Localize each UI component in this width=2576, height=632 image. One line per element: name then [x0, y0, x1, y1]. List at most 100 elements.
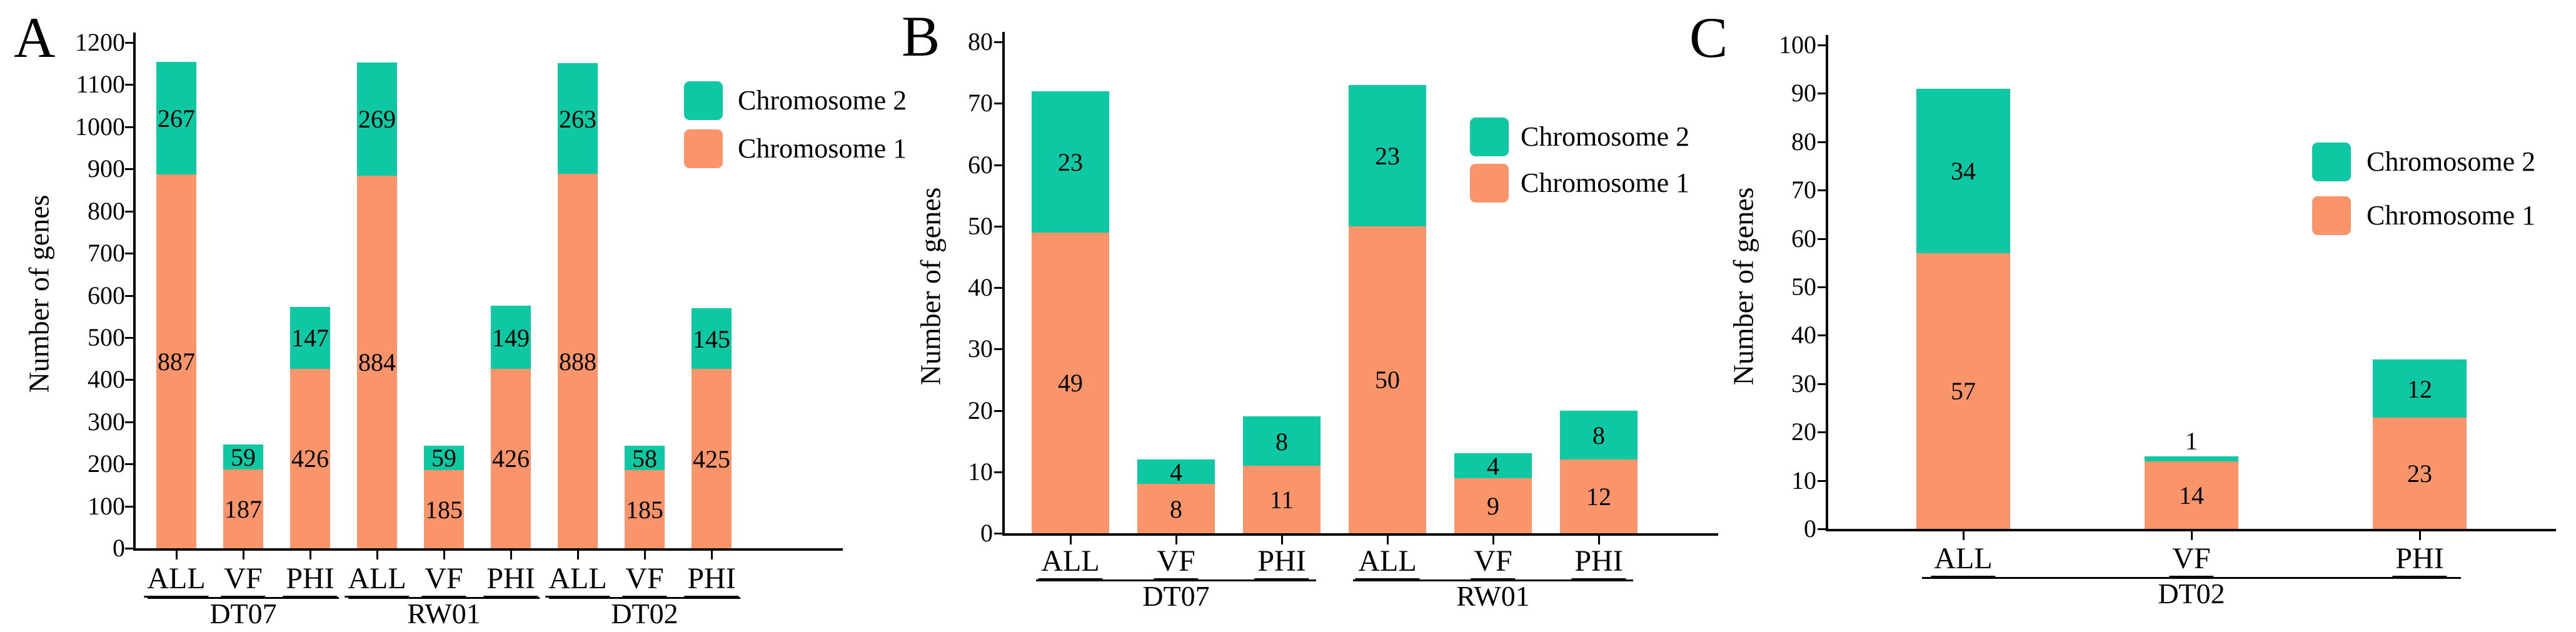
bar-value-chromosome2: 59 [231, 443, 256, 472]
panel-label-a: A [14, 6, 56, 69]
bar-segment-chromosome2 [1032, 91, 1109, 233]
x-axis-line [1826, 529, 2556, 531]
bar-value-chromosome1: 12 [1586, 483, 1611, 511]
bar-value-chromosome1: 887 [158, 348, 195, 376]
bar-value-chromosome2: 23 [1375, 141, 1400, 170]
y-tick [1818, 383, 1827, 385]
bar-value-chromosome1: 14 [2179, 481, 2204, 509]
bar-segment-chromosome2 [1349, 84, 1426, 226]
bar-value-chromosome2: 269 [358, 105, 396, 134]
bar-value-chromosome1: 185 [425, 495, 463, 524]
legend-row-chromosome2: Chromosome 2 [1470, 118, 1689, 156]
y-tick-label: 20 [968, 396, 993, 424]
x-tick [510, 551, 512, 559]
bar-segment-chromosome1 [625, 470, 665, 548]
bar-segment-chromosome1 [1032, 232, 1109, 533]
y-tick [994, 348, 1004, 351]
group-underline [1353, 579, 1633, 581]
x-category-label: VF [2169, 544, 2214, 578]
y-tick-label: 800 [88, 196, 125, 225]
y-tick [125, 42, 134, 44]
bar-value-chromosome2: 267 [158, 104, 195, 133]
bar-value-chromosome1: 185 [626, 495, 663, 524]
x-category-label: PHI [1254, 546, 1309, 580]
y-tick [1818, 286, 1827, 288]
bar-segment-chromosome2 [491, 306, 531, 369]
group-label: DT02 [2158, 578, 2225, 609]
x-tick [1492, 536, 1494, 544]
bar-value-chromosome1: 8 [1170, 494, 1182, 523]
y-tick-label: 0 [980, 519, 993, 547]
legend-row-chromosome1: Chromosome 1 [1470, 164, 1689, 203]
legend-label-chromosome2: Chromosome 2 [2367, 146, 2536, 177]
bar-segment-chromosome2 [1916, 88, 2010, 253]
x-category-label: VF [221, 564, 266, 598]
bar-segment-chromosome2 [223, 444, 263, 469]
y-tick-label: 30 [1791, 369, 1816, 398]
group-underline [1036, 579, 1316, 581]
x-tick [1387, 536, 1389, 544]
bar-value-chromosome1: 426 [492, 444, 530, 473]
y-tick [125, 210, 134, 213]
panel-label-b: B [902, 4, 940, 68]
bar-value-chromosome2: 59 [431, 444, 456, 473]
bar-segment-chromosome2 [692, 308, 732, 369]
bar-segment-chromosome2 [2145, 456, 2238, 461]
y-tick-label: 30 [968, 334, 993, 363]
y-tick [994, 225, 1004, 228]
y-tick-label: 1000 [75, 112, 125, 141]
bar-segment-chromosome2 [558, 63, 598, 174]
y-tick-label: 80 [1791, 127, 1816, 156]
bar-value-chromosome2: 8 [1275, 427, 1288, 456]
y-tick-label: 10 [968, 457, 993, 486]
x-category-label: ALL [1038, 546, 1103, 580]
bar-segment-chromosome1 [2145, 461, 2238, 529]
y-axis-line [1002, 32, 1005, 536]
legend-row-chromosome1: Chromosome 1 [684, 129, 907, 168]
bar-segment-chromosome1 [424, 470, 464, 548]
y-tick [1818, 479, 1827, 482]
y-tick-label: 50 [1791, 273, 1816, 301]
x-axis-line [133, 548, 843, 551]
y-tick [125, 294, 134, 297]
bar-segment-chromosome1 [156, 174, 196, 548]
y-tick-label: 0 [1804, 514, 1816, 543]
bar-value-chromosome1: 884 [358, 348, 396, 377]
x-category-label: PHI [283, 564, 338, 598]
y-tick [125, 336, 134, 339]
y-tick [1818, 528, 1827, 530]
bar-segment-chromosome1 [223, 469, 263, 548]
x-axis-line [1002, 533, 1718, 536]
y-tick-label: 10 [1791, 466, 1816, 494]
y-tick-label: 60 [968, 150, 993, 179]
bar-segment-chromosome1 [290, 368, 330, 548]
bar-segment-chromosome2 [357, 62, 397, 176]
x-category-label: ALL [144, 564, 209, 598]
bar-value-chromosome2: 4 [1487, 451, 1499, 480]
y-tick-label: 90 [1791, 79, 1816, 108]
x-tick [376, 551, 378, 559]
x-category-label: VF [622, 564, 667, 598]
bar-segment-chromosome2 [2373, 359, 2467, 418]
bar-segment-chromosome1 [1349, 226, 1426, 533]
legend-swatch-chromosome1-icon [1470, 164, 1509, 203]
bar-value-chromosome2: 1 [2185, 426, 2198, 455]
x-category-label: ALL [345, 564, 410, 598]
y-tick [1818, 189, 1827, 192]
legend-label-chromosome1: Chromosome 1 [1521, 168, 1690, 198]
legend-label-chromosome2: Chromosome 2 [738, 85, 907, 116]
x-tick [1070, 536, 1072, 544]
bar-segment-chromosome1 [1137, 484, 1215, 533]
y-tick [994, 41, 1004, 43]
bar-segment-chromosome2 [290, 306, 330, 369]
legend-b: Chromosome 2 Chromosome 1 [1470, 118, 1820, 203]
group-underline [1922, 577, 2461, 579]
x-category-label: ALL [545, 564, 610, 598]
y-tick-label: 60 [1791, 224, 1816, 253]
x-tick [1281, 536, 1283, 544]
x-category-label: PHI [2392, 544, 2447, 578]
bar-segment-chromosome2 [156, 62, 196, 174]
x-tick [309, 551, 311, 559]
x-tick [1175, 536, 1177, 544]
